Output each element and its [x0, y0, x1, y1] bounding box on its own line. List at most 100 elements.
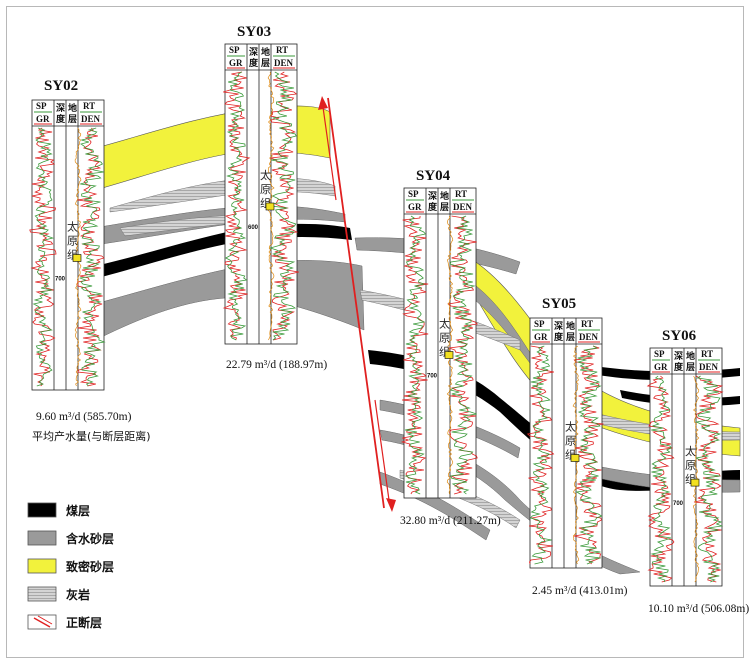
- sp-header: SP: [534, 319, 545, 329]
- limestone-layer: [109, 177, 336, 213]
- well-caption: 2.45 m³/d (413.01m): [532, 585, 628, 597]
- well-name: SY03: [237, 24, 271, 40]
- well-caption: 22.79 m³/d (188.97m): [226, 359, 327, 371]
- coal-marker: [570, 454, 580, 462]
- den-header: DEN: [579, 332, 599, 342]
- strata-header-1: 地: [440, 190, 449, 202]
- sp-curve: [32, 127, 55, 387]
- gr-header: GR: [654, 362, 668, 372]
- legend-label: 煤层: [66, 503, 90, 518]
- rt-header: RT: [455, 189, 467, 199]
- normal-fault: [318, 96, 396, 512]
- gr-header: GR: [534, 332, 548, 342]
- den-curve: [270, 71, 299, 341]
- depth-header-2: 度: [674, 361, 684, 373]
- strata-header-2: 层: [261, 58, 270, 69]
- depth-mark: 700: [673, 501, 684, 507]
- well-caption: 32.80 m³/d (211.27m): [400, 515, 501, 527]
- sp-header: SP: [229, 45, 240, 55]
- well-caption: 10.10 m³/d (506.08m): [648, 603, 749, 615]
- depth-header-1: 深: [428, 190, 437, 202]
- rt-curve: [575, 345, 603, 565]
- den-header: DEN: [274, 58, 294, 68]
- legend-swatch: [27, 586, 57, 602]
- legend-swatch: [27, 558, 57, 574]
- den-header: DEN: [453, 202, 473, 212]
- legend-item-4: 灰岩: [27, 586, 90, 602]
- strata-header-2: 层: [686, 362, 695, 373]
- strata-header-1: 地: [261, 46, 270, 58]
- formation-label-char: 组: [260, 196, 271, 210]
- well-caption: 9.60 m³/d (585.70m): [36, 411, 132, 423]
- rt-header: RT: [701, 349, 713, 359]
- formation-label-char: 原: [685, 459, 696, 472]
- well-name: SY04: [416, 168, 451, 184]
- rt-curve: [448, 215, 477, 495]
- den-curve: [77, 127, 105, 387]
- well-name: SY06: [662, 328, 697, 344]
- legend-label: 正断层: [66, 615, 102, 630]
- figure-frame: [6, 6, 744, 658]
- formation-label-char: 原: [67, 235, 78, 248]
- gr-curve: [400, 215, 429, 495]
- fault-symbol: [33, 617, 51, 628]
- den-header: DEN: [699, 362, 719, 372]
- depth-header-1: 深: [56, 102, 65, 114]
- strata-header-1: 地: [566, 320, 575, 332]
- strata-header-1: 地: [68, 102, 77, 114]
- sp-curve: [224, 71, 248, 341]
- depth-header-1: 深: [674, 350, 683, 362]
- legend-item-3: 致密砂层: [27, 558, 114, 574]
- strata-header-2: 层: [566, 332, 575, 343]
- sp-curve: [650, 375, 672, 583]
- sp-header: SP: [654, 349, 665, 359]
- rt-header: RT: [581, 319, 593, 329]
- depth-header-2: 度: [56, 113, 66, 125]
- formation-label-char: 组: [685, 472, 696, 486]
- coal-marker: [690, 478, 700, 487]
- well-name: SY05: [542, 296, 576, 312]
- gr-curve: [526, 345, 555, 565]
- sp-curve: [529, 345, 552, 565]
- depth-mark: 700: [427, 374, 438, 380]
- gr-header: GR: [408, 202, 422, 212]
- depth-header-1: 深: [249, 46, 258, 58]
- formation-label-char: 太: [67, 221, 78, 234]
- formation-label-char: 太: [439, 318, 450, 331]
- strata-header-2: 层: [440, 202, 449, 213]
- legend-swatch: [27, 502, 57, 518]
- rt-curve: [79, 127, 106, 387]
- sp-header: SP: [408, 189, 419, 199]
- legend-label: 含水砂层: [66, 531, 114, 546]
- formation-label-char: 太: [260, 169, 271, 182]
- formation-label-char: 太: [685, 445, 696, 458]
- strata-header-2: 层: [68, 114, 77, 125]
- formation-label-char: 组: [67, 248, 78, 262]
- formation-label-char: 原: [565, 435, 576, 448]
- strata-header-1: 地: [686, 350, 695, 362]
- depth-mark: 700: [55, 277, 66, 283]
- depth-header-2: 度: [554, 331, 564, 343]
- formation-label-char: 太: [565, 421, 576, 434]
- depth-header-1: 深: [554, 320, 563, 332]
- gr-header: GR: [229, 58, 243, 68]
- sp-curve: [404, 215, 427, 495]
- fault-symbol: [37, 615, 53, 625]
- formation-label-char: 组: [439, 345, 450, 359]
- gr-curve: [222, 71, 251, 341]
- coal-marker: [444, 351, 454, 359]
- depth-mark: 600: [248, 225, 259, 231]
- formation-label-char: 原: [439, 332, 450, 345]
- legend-item-5: 正断层: [27, 614, 102, 630]
- legend-swatch: [27, 530, 57, 546]
- legend-item-1: 煤层: [27, 502, 90, 518]
- den-header: DEN: [81, 114, 101, 124]
- well-name: SY02: [44, 78, 78, 94]
- depth-header-2: 度: [249, 57, 259, 69]
- gr-header: GR: [36, 114, 50, 124]
